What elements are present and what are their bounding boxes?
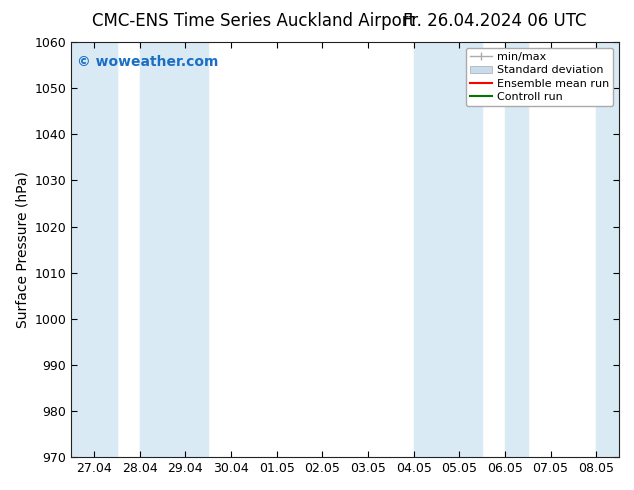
Bar: [596, 42, 619, 457]
Text: Fr. 26.04.2024 06 UTC: Fr. 26.04.2024 06 UTC: [403, 12, 586, 30]
Bar: [71, 42, 117, 457]
Bar: [139, 42, 208, 457]
Text: CMC-ENS Time Series Auckland Airport: CMC-ENS Time Series Auckland Airport: [92, 12, 415, 30]
Bar: [505, 42, 527, 457]
Y-axis label: Surface Pressure (hPa): Surface Pressure (hPa): [15, 171, 29, 328]
Text: © woweather.com: © woweather.com: [77, 54, 218, 69]
Legend: min/max, Standard deviation, Ensemble mean run, Controll run: min/max, Standard deviation, Ensemble me…: [465, 48, 614, 106]
Bar: [413, 42, 482, 457]
